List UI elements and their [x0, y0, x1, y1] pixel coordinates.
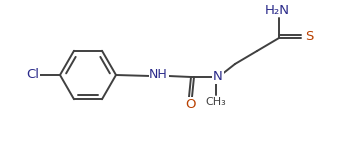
Text: Cl: Cl	[26, 69, 39, 82]
Text: O: O	[185, 97, 195, 111]
Text: NH: NH	[149, 69, 168, 82]
Text: H₂N: H₂N	[265, 4, 290, 16]
Text: S: S	[305, 31, 313, 44]
Text: N: N	[213, 71, 223, 84]
Text: CH₃: CH₃	[206, 97, 226, 107]
